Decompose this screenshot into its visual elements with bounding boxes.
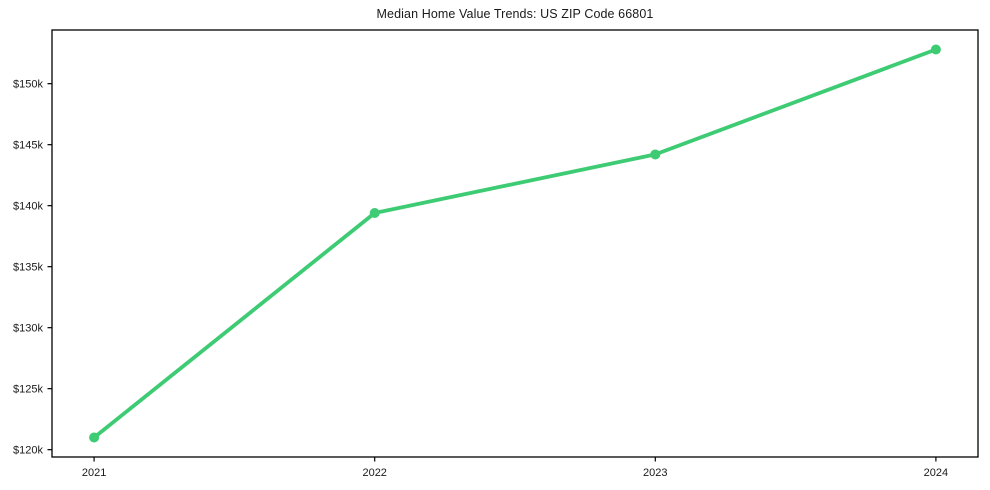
y-tick-label: $150k [13,78,43,90]
x-tick-label: 2023 [643,467,667,479]
y-tick-label: $120k [13,444,43,456]
data-point-marker [369,208,380,218]
x-tick-label: 2022 [362,467,386,479]
x-tick-label: 2021 [82,467,106,479]
y-tick-label: $130k [13,322,43,334]
y-tick-label: $135k [13,261,43,273]
axis-ticks: $120k $125k $130k $135k $140k $145k $150k 2021 2… [13,78,948,479]
data-point-marker [930,44,941,55]
trend-line [92,47,938,440]
plot-border [51,29,979,458]
data-point-marker [89,432,100,443]
y-tick-label: $140k [13,200,43,212]
y-tick-label: $145k [13,139,43,151]
x-tick-label: 2024 [924,467,948,479]
chart-title: Median Home Value Trends: US ZIP Code 66… [376,7,654,21]
data-point-marker [650,149,661,160]
y-tick-label: $125k [13,383,43,395]
series-layer [89,44,941,443]
